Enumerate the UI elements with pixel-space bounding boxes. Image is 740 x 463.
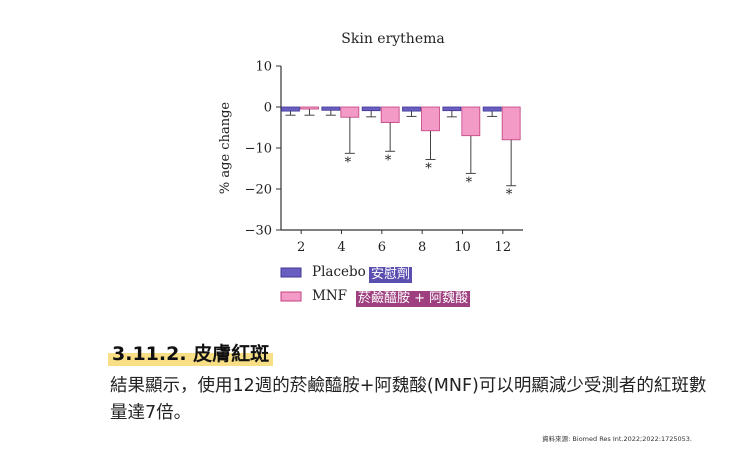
legend-placebo-translation: 安慰劑 <box>369 267 413 283</box>
y-tick-label: 10 <box>255 60 272 75</box>
x-tick-label: 10 <box>454 240 471 255</box>
bar-placebo <box>442 106 462 112</box>
chart-title: Skin erythema <box>341 31 444 47</box>
significance-mark: * <box>466 175 473 190</box>
section-heading: 3.11.2. 皮膚紅斑 <box>108 342 274 366</box>
bar-mnf <box>380 106 400 123</box>
significance-mark: * <box>385 153 392 168</box>
y-tick-label: −20 <box>245 183 272 198</box>
bar-placebo <box>281 106 300 112</box>
legend-swatch-mnf <box>280 291 302 302</box>
source-citation: 資料來源: Biomed Res Int.2022;2022:1725053. <box>542 435 692 443</box>
bar-chart: Skin erythema % age change 10 0 −10 −20 −30 2… <box>218 31 523 304</box>
bar-mnf <box>421 106 440 132</box>
bar-placebo <box>361 106 381 112</box>
y-axis-label: % age change <box>218 102 233 194</box>
section-body: 結果顯示，使用12週的菸鹼醯胺+阿魏酸(MNF)可以明顯減少受測者的紅斑數量達7… <box>110 376 707 423</box>
bar-placebo <box>482 106 502 112</box>
bar-placebo <box>321 106 341 111</box>
x-tick-label: 2 <box>297 240 305 255</box>
x-tick-label: 6 <box>378 240 386 255</box>
bar-mnf <box>300 106 319 110</box>
y-tick-label: 0 <box>264 101 272 116</box>
significance-mark: * <box>425 161 432 176</box>
y-tick-label: −30 <box>245 224 272 239</box>
plot-area: * * * * * <box>281 106 521 203</box>
x-tick-label: 4 <box>337 240 345 255</box>
legend: Placebo MNF <box>280 264 366 304</box>
bar-mnf <box>340 106 360 118</box>
significance-mark: * <box>345 155 352 170</box>
x-tick-label: 8 <box>418 240 426 255</box>
legend-label-placebo: Placebo <box>312 264 366 280</box>
bar-placebo <box>402 106 421 112</box>
legend-swatch-placebo <box>280 267 302 278</box>
bar-mnf <box>501 106 521 141</box>
legend-mnf-translation: 菸鹼醯胺 + 阿魏酸 <box>356 291 471 307</box>
section-heading-wrap: 3.11.2. 皮膚紅斑 <box>108 342 274 366</box>
bar-mnf <box>461 106 481 137</box>
significance-mark: * <box>506 188 513 203</box>
axes: 10 0 −10 −20 −30 2 4 6 8 10 12 <box>245 60 523 255</box>
legend-label-mnf: MNF <box>312 288 347 304</box>
y-tick-label: −10 <box>245 142 272 157</box>
x-tick-label: 12 <box>495 240 512 255</box>
